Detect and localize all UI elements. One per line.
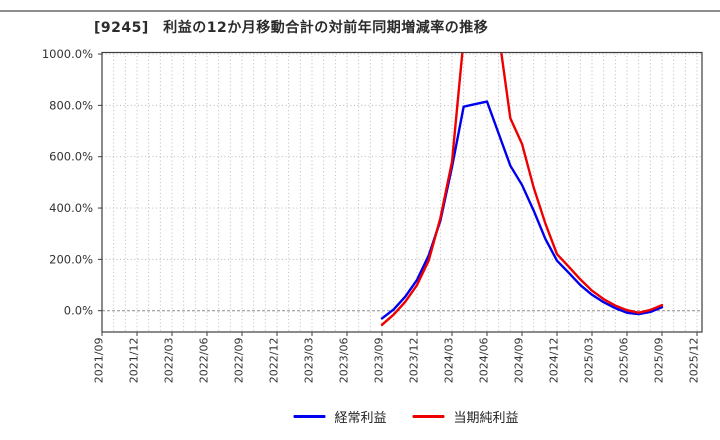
- y-tick-labels: 0.0% 200.0% 400.0% 600.0% 800.0% 1000.0%: [42, 47, 102, 318]
- svg-text:2023/03: 2023/03: [303, 338, 316, 384]
- svg-text:2021/09: 2021/09: [93, 338, 106, 384]
- svg-text:2025/12: 2025/12: [688, 338, 701, 384]
- svg-text:2023/06: 2023/06: [338, 338, 351, 384]
- svg-text:2024/12: 2024/12: [548, 338, 561, 384]
- svg-text:2021/12: 2021/12: [128, 338, 141, 384]
- svg-text:2022/12: 2022/12: [268, 338, 281, 384]
- svg-text:2024/06: 2024/06: [478, 338, 491, 384]
- legend-item-net-profit: 当期純利益: [412, 407, 519, 426]
- net-profit-line-swatch: [412, 415, 445, 418]
- series-lines: [380, 52, 664, 327]
- svg-text:2022/03: 2022/03: [163, 338, 176, 384]
- svg-text:2025/03: 2025/03: [583, 338, 596, 384]
- svg-text:2024/03: 2024/03: [443, 338, 456, 384]
- top-divider: [0, 10, 720, 12]
- chart-title: [9245] 利益の12か月移動合計の対前年同期増減率の推移: [94, 20, 489, 36]
- svg-text:2023/12: 2023/12: [408, 338, 421, 384]
- chart-legend: 経常利益 当期純利益: [293, 407, 519, 426]
- svg-text:1000.0%: 1000.0%: [42, 47, 93, 61]
- legend-label: 経常利益: [334, 411, 387, 426]
- svg-text:200.0%: 200.0%: [49, 252, 93, 266]
- svg-text:2022/06: 2022/06: [198, 338, 211, 384]
- svg-text:800.0%: 800.0%: [49, 98, 93, 112]
- svg-text:2025/09: 2025/09: [653, 338, 666, 384]
- plot-border: [101, 51, 703, 333]
- svg-text:400.0%: 400.0%: [49, 201, 93, 215]
- svg-text:600.0%: 600.0%: [49, 150, 93, 164]
- x-tick-labels: 2021/09 2021/12 2022/03 2022/06 2022/09 2022/…: [93, 332, 701, 383]
- svg-text:2024/09: 2024/09: [513, 338, 526, 384]
- y-gridlines: [102, 53, 702, 312]
- svg-text:2022/09: 2022/09: [233, 338, 246, 384]
- ordinary-profit-line-swatch: [293, 415, 326, 418]
- svg-text:0.0%: 0.0%: [64, 304, 93, 318]
- legend-item-ordinary-profit: 経常利益: [293, 407, 387, 426]
- legend-label: 当期純利益: [453, 411, 519, 426]
- svg-text:2025/06: 2025/06: [618, 338, 631, 384]
- ordinary-profit-line: [380, 100, 664, 320]
- svg-text:2023/09: 2023/09: [373, 338, 386, 384]
- net-profit-line: [380, 52, 664, 327]
- x-gridlines: [113, 52, 698, 332]
